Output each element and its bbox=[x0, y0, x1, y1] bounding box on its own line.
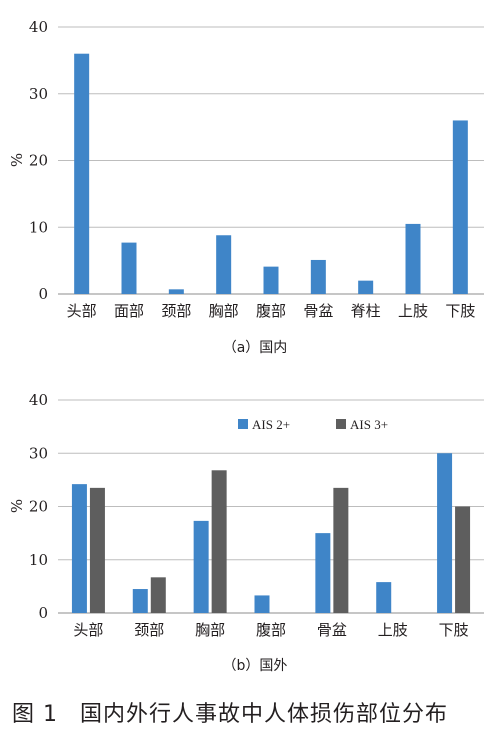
bar bbox=[315, 533, 331, 613]
x-category-label: 脊柱 bbox=[351, 302, 381, 320]
chart-b-gridlines bbox=[58, 399, 484, 614]
bar bbox=[437, 453, 453, 613]
y-tick-label: 20 bbox=[29, 152, 48, 170]
chart-a-subtitle: （a）国内 bbox=[223, 340, 288, 356]
y-tick-label: 0 bbox=[38, 285, 48, 303]
bar bbox=[150, 577, 166, 613]
y-tick-label: 40 bbox=[29, 391, 48, 409]
x-category-label: 上肢 bbox=[378, 621, 408, 639]
figure-number: 图 1 bbox=[12, 702, 58, 727]
chart-b-bars bbox=[71, 453, 471, 613]
chart-a: 0 10 20 30 40 头部 面部 颈部 胸部 腹部 骨盆 脊柱 上肢 下肢 % （a）国内 bbox=[8, 18, 484, 356]
bar bbox=[452, 120, 468, 294]
bar bbox=[263, 266, 279, 294]
bar bbox=[71, 484, 87, 613]
chart-b-y-ticks: 0 10 20 30 40 bbox=[29, 391, 48, 622]
x-category-label: 头部 bbox=[73, 621, 103, 639]
bar bbox=[89, 487, 105, 613]
bar bbox=[254, 595, 270, 613]
x-category-label: 胸部 bbox=[209, 302, 239, 320]
x-category-label: 颈部 bbox=[134, 621, 164, 639]
bar bbox=[376, 582, 392, 613]
x-category-label: 腹部 bbox=[256, 302, 286, 320]
x-category-label: 下肢 bbox=[445, 302, 475, 320]
y-tick-label: 30 bbox=[29, 444, 48, 462]
y-tick-label: 10 bbox=[29, 218, 48, 236]
x-category-label: 颈部 bbox=[161, 302, 191, 320]
chart-b-legend: AIS 2+ AIS 3+ bbox=[238, 417, 388, 432]
chart-b-subtitle: （b）国外 bbox=[223, 658, 288, 674]
bar bbox=[358, 280, 374, 294]
y-tick-label: 10 bbox=[29, 551, 48, 569]
legend-label-ais3: AIS 3+ bbox=[350, 417, 388, 432]
x-category-label: 腹部 bbox=[256, 621, 286, 639]
bar bbox=[168, 289, 184, 294]
figure-title: 国内外行人事故中人体损伤部位分布 bbox=[80, 702, 449, 727]
x-category-label: 下肢 bbox=[439, 621, 469, 639]
bar bbox=[216, 235, 232, 294]
chart-a-y-axis-label: % bbox=[8, 153, 26, 167]
chart-a-y-ticks: 0 10 20 30 40 bbox=[29, 18, 48, 303]
x-category-label: 面部 bbox=[114, 302, 144, 320]
bar bbox=[455, 506, 471, 613]
x-category-label: 胸部 bbox=[195, 621, 225, 639]
x-category-label: 骨盆 bbox=[303, 302, 333, 320]
y-tick-label: 30 bbox=[29, 85, 48, 103]
legend-label-ais2: AIS 2+ bbox=[252, 417, 290, 432]
x-category-label: 骨盆 bbox=[317, 621, 347, 639]
figure-caption: 图 1 国内外行人事故中人体损伤部位分布 bbox=[12, 696, 448, 728]
x-category-label: 上肢 bbox=[398, 302, 428, 320]
chart-b: 0 10 20 30 40 头部 颈部 胸部 腹部 骨盆 上肢 下肢 % AIS 2+ AIS 3+… bbox=[8, 391, 484, 674]
y-tick-label: 40 bbox=[29, 18, 48, 36]
bar bbox=[333, 487, 349, 613]
chart-b-x-categories: 头部 颈部 胸部 腹部 骨盆 上肢 下肢 bbox=[73, 621, 468, 639]
y-tick-label: 20 bbox=[29, 498, 48, 516]
bar bbox=[310, 259, 326, 294]
legend-swatch-ais2 bbox=[238, 419, 248, 429]
chart-a-x-categories: 头部 面部 颈部 胸部 腹部 骨盆 脊柱 上肢 下肢 bbox=[67, 302, 476, 320]
bar bbox=[74, 53, 90, 295]
chart-b-y-axis-label: % bbox=[8, 499, 26, 513]
x-category-label: 头部 bbox=[67, 302, 97, 320]
y-tick-label: 0 bbox=[38, 604, 48, 622]
chart-a-bars bbox=[74, 53, 468, 295]
bar bbox=[193, 520, 209, 613]
bar bbox=[132, 589, 148, 613]
bar bbox=[121, 242, 137, 294]
bar bbox=[211, 470, 227, 613]
legend-swatch-ais3 bbox=[336, 419, 346, 429]
bar bbox=[405, 223, 421, 294]
